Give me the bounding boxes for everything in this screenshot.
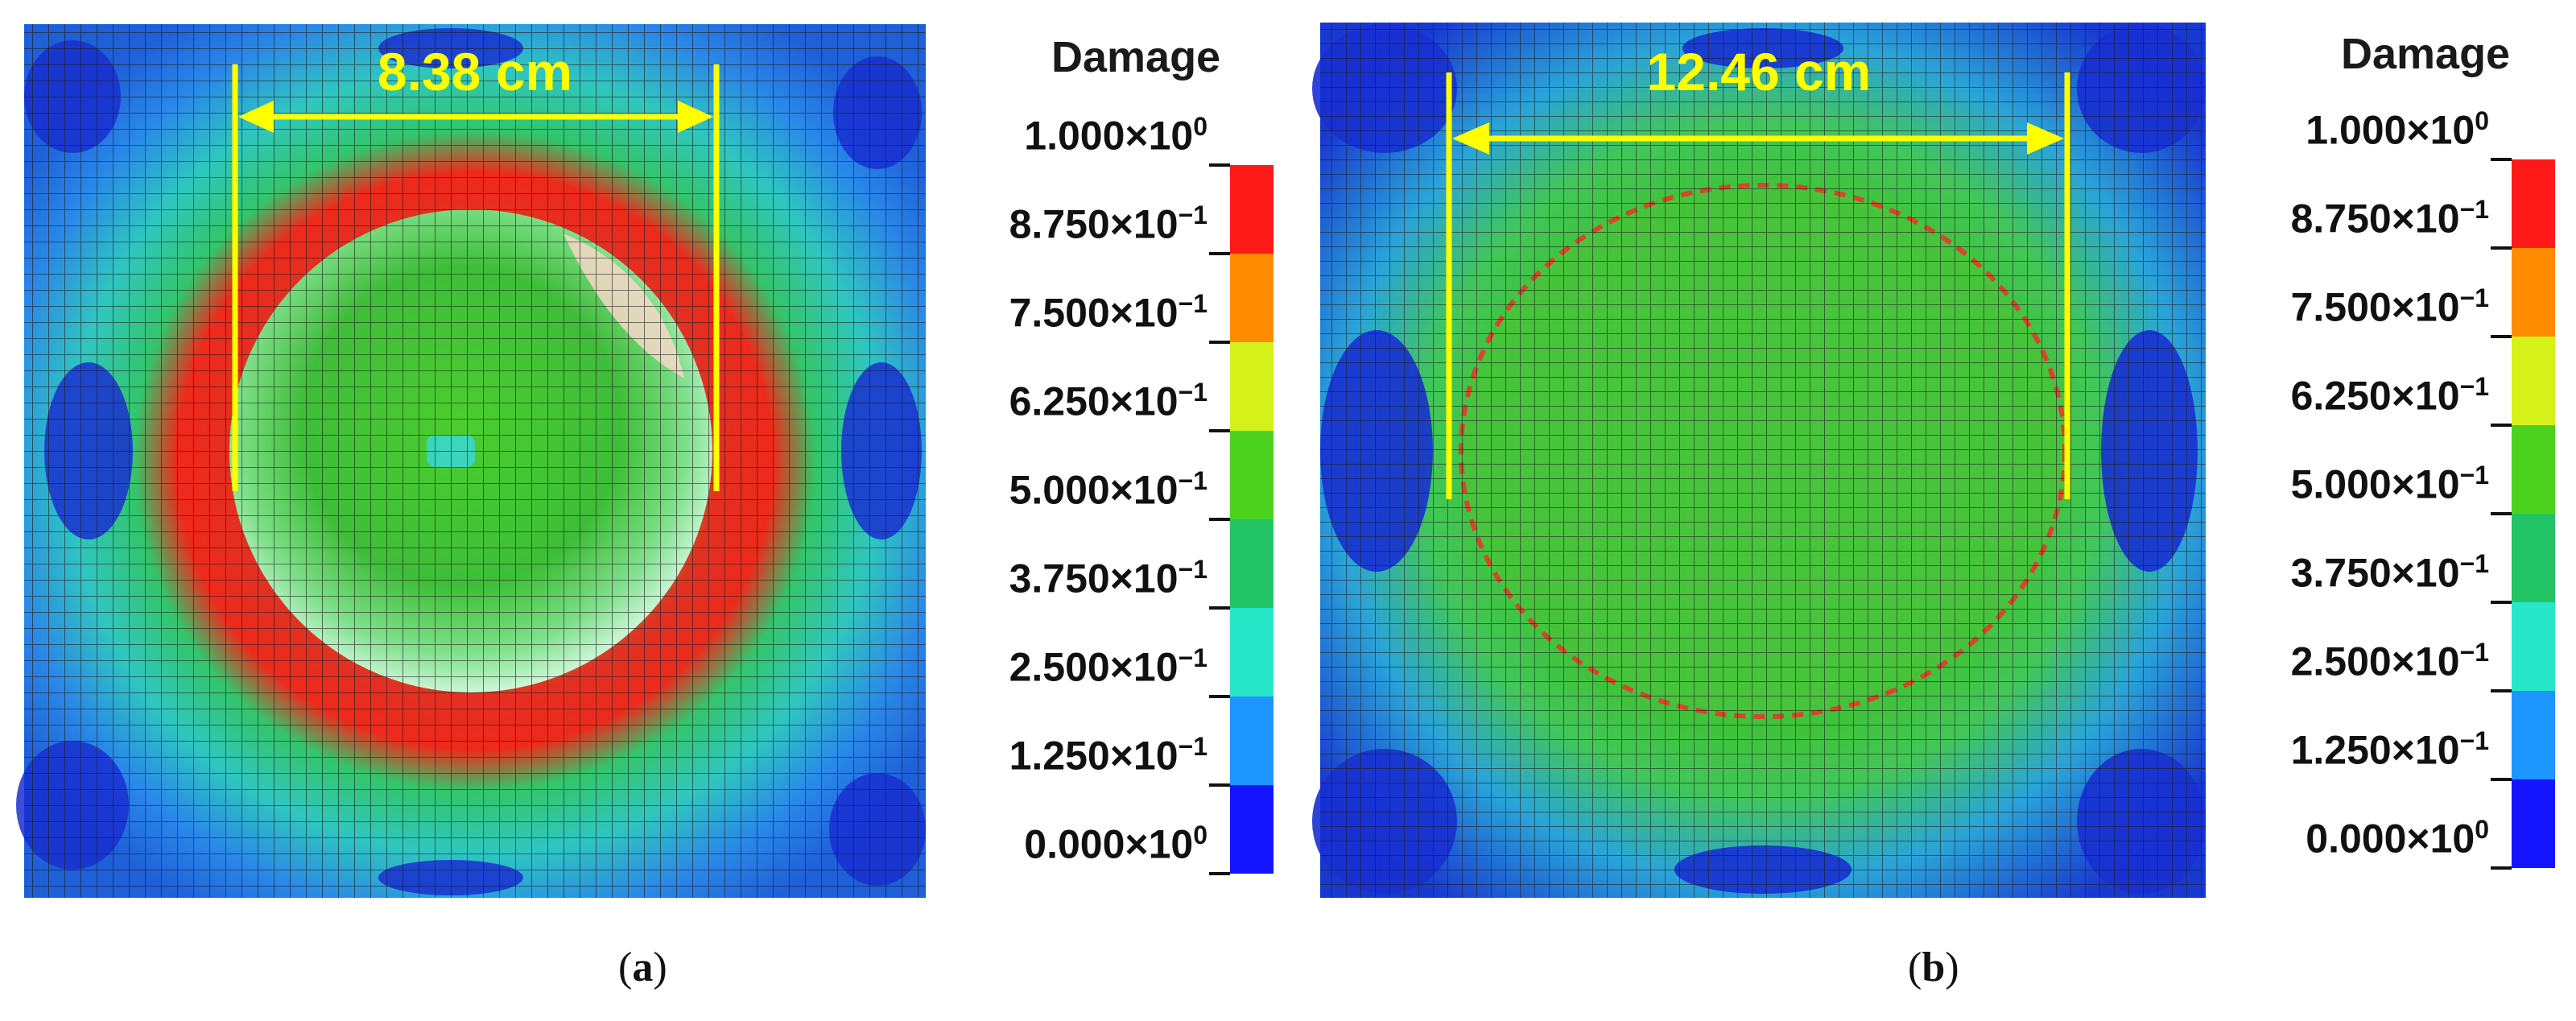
colorbar-tick-label: 3.750×10−1 [2291,549,2489,597]
damage-contour-plot-a: 8.38 cm [16,24,1274,898]
tick-base: 5.000×10 [1009,467,1179,513]
tick-base: 0.000×10 [1024,821,1194,867]
tick-base: 1.250×10 [1009,733,1179,779]
tick-exponent: −1 [1178,378,1208,407]
measurement-indicator-b [1446,72,2070,499]
tick-base: 2.500×10 [1009,644,1179,690]
tick-exponent: −1 [2459,638,2489,667]
tick-base: 3.750×10 [1009,556,1179,601]
colorbar-segment [2512,337,2555,425]
colorbar-segment [2512,159,2555,248]
colorbar-segment [1230,697,1274,785]
colorbar-tick-label: 5.000×10−1 [1009,466,1208,514]
panel-b: 12.46 cm Damage 1.000×100 8.750×10−1 7.500… [1288,0,2576,1021]
tick-base: 8.750×10 [1009,201,1179,247]
tick-exponent: 0 [2475,815,2489,844]
tick-base: 1.000×10 [1024,113,1194,159]
colorbar-tick-label: 3.750×10−1 [1009,555,1208,602]
colorbar-segment [1230,165,1274,254]
colorbar-a [1209,163,1274,875]
colorbar-tick-label: 1.250×10−1 [1009,732,1208,779]
caption-letter-a: a [632,945,654,990]
colorbar-tick-label: 7.500×10−1 [1009,289,1208,337]
tick-base: 1.250×10 [2290,727,2460,773]
colorbar-tick-label: 1.000×100 [2306,106,2489,154]
tick-exponent: 0 [2475,106,2489,135]
tick-base: 3.750×10 [2290,550,2460,596]
measurement-label-b: 12.46 cm [1647,42,1872,101]
colorbar-segment [1230,342,1274,431]
colorbar-segment [2512,602,2555,691]
colorbar-tick-label: 0.000×100 [1024,821,1208,868]
tick-exponent: −1 [1178,289,1208,318]
colorbar-tick-label: 6.250×10−1 [1009,378,1208,425]
caption-a: (a) [618,945,667,990]
tick-base: 0.000×10 [2306,816,2475,862]
colorbar-tick-label: 1.250×10−1 [2291,726,2489,774]
tick-base: 5.000×10 [2290,461,2460,507]
colorbar-segment [2512,779,2555,868]
tick-exponent: −1 [1178,732,1208,761]
tick-exponent: −1 [1178,466,1208,495]
tick-exponent: 0 [1193,821,1208,849]
colorbar-tick-label: 1.000×100 [1024,112,1208,159]
damage-contour-plot-b: 12.46 cm [1312,23,2555,898]
colorbar-tick-label: 2.500×10−1 [2291,638,2489,685]
colorbar-tick-label: 6.250×10−1 [2291,372,2489,420]
colorbar-segment [2512,425,2555,514]
tick-base: 7.500×10 [1009,290,1179,336]
tick-exponent: −1 [1178,555,1208,584]
colorbar-tick-label: 7.500×10−1 [2291,283,2489,331]
colorbar-tick-label: 8.750×10−1 [2291,195,2489,242]
tick-exponent: −1 [2459,461,2489,490]
colorbar-segment [1230,785,1274,874]
tick-base: 2.500×10 [2290,639,2460,684]
colorbar-segment [2512,248,2555,337]
tick-exponent: 0 [1193,112,1208,141]
caption-b: (b) [1908,945,1959,990]
colorbar-segment [1230,519,1274,608]
tick-exponent: −1 [1178,643,1208,672]
tick-base: 6.250×10 [2290,373,2460,419]
measurement-indicator-a [232,64,720,491]
tick-base: 8.750×10 [2290,196,2460,242]
colorbar-segment [2512,691,2555,779]
colorbar-segment [1230,608,1274,697]
legend-title-a: Damage [1051,33,1221,81]
measurement-label-a: 8.38 cm [378,42,572,101]
tick-base: 7.500×10 [2290,284,2460,330]
tick-exponent: −1 [2459,283,2489,312]
colorbar-segment [1230,431,1274,519]
colorbar-tick-label: 8.750×10−1 [1009,200,1208,248]
colorbar-tick-label: 2.500×10−1 [1009,643,1208,691]
tick-base: 1.000×10 [2306,107,2475,153]
colorbar-b [2491,158,2555,870]
tick-exponent: −1 [1178,200,1208,229]
colorbar-segment [2512,514,2555,602]
tick-base: 6.250×10 [1009,378,1179,424]
colorbar-segment [1230,254,1274,342]
tick-exponent: −1 [2459,195,2489,224]
legend-title-b: Damage [2341,30,2511,78]
tick-exponent: −1 [2459,372,2489,401]
tick-exponent: −1 [2459,549,2489,578]
caption-letter-b: b [1922,945,1946,990]
panel-a: 8.38 cm Damage 1.000×100 8.750×10−1 7.500×… [16,24,1274,990]
colorbar-tick-label: 0.000×100 [2306,815,2489,862]
colorbar-tick-label: 5.000×10−1 [2291,461,2489,508]
tick-exponent: −1 [2459,726,2489,755]
